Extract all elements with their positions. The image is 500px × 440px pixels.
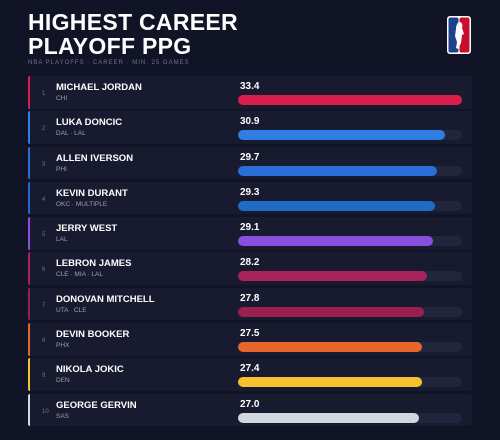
player-name: JERRY WEST: [56, 223, 118, 235]
team: CHI: [56, 95, 68, 102]
bar: [238, 377, 422, 388]
rank: 3: [42, 161, 46, 168]
row: 2 LUKA DONCIC DAL · LAL 30.9: [28, 111, 472, 144]
bar-track: [238, 306, 462, 317]
player-name: NIKOLA JOKIC: [56, 364, 124, 376]
value-label: 27.8: [240, 292, 260, 304]
team: UTA · CLE: [56, 306, 87, 314]
row: 4 KEVIN DURANT OKC · MULTIPLE 29.3: [28, 181, 472, 215]
bar: [238, 306, 425, 317]
player-name: LUKA DONCIC: [56, 117, 123, 129]
row: 5 JERRY WEST LAL 29.1: [28, 217, 472, 250]
value-label: 27.5: [240, 328, 260, 340]
bar: [238, 165, 438, 176]
bar-track: [238, 377, 462, 388]
team: CLE · MIA · LAL: [56, 271, 103, 279]
value-label: 30.9: [240, 116, 260, 128]
row: 3 ALLEN IVERSON PHI 29.7: [28, 146, 472, 180]
rank: 9: [42, 373, 46, 380]
bar: [238, 130, 446, 141]
bar-track: [238, 130, 462, 141]
bar-track: [238, 95, 462, 105]
row: 7 DONOVAN MITCHELL UTA · CLE 27.8: [28, 287, 472, 321]
bar-track: [238, 271, 462, 282]
team: SAS: [56, 412, 70, 420]
team: DEN: [56, 377, 70, 385]
player-name: DONOVAN MITCHELL: [56, 293, 155, 305]
team: PHX: [56, 342, 70, 350]
chart-title: HIGHEST CAREER PLAYOFF PPG: [28, 9, 238, 59]
rank: 5: [42, 232, 46, 239]
row: 1 MICHAEL JORDAN CHI 33.4: [28, 76, 472, 109]
row: 8 DEVIN BOOKER PHX 27.5: [28, 323, 472, 356]
rank: 8: [42, 338, 46, 345]
bar-track: [238, 412, 462, 423]
bar: [238, 95, 462, 105]
value-label: 28.2: [240, 257, 260, 269]
player-name: DEVIN BOOKER: [56, 329, 130, 341]
rank: 2: [42, 126, 46, 133]
value-label: 29.7: [240, 151, 260, 163]
value-label: 27.4: [240, 363, 260, 375]
value-label: 29.3: [240, 186, 260, 198]
bar-track: [238, 165, 462, 176]
row: 10 GEORGE GERVIN SAS 27.0: [28, 393, 472, 427]
bar: [238, 236, 434, 247]
player-name: MICHAEL JORDAN: [56, 82, 142, 93]
team: OKC · MULTIPLE: [56, 200, 108, 208]
rank: 7: [42, 302, 46, 309]
player-name: GEORGE GERVIN: [56, 399, 137, 411]
rank: 10: [42, 408, 49, 415]
rank: 4: [42, 196, 46, 203]
player-name: ALLEN IVERSON: [56, 152, 134, 164]
bar: [238, 412, 420, 423]
logo: [447, 16, 471, 54]
player-name: KEVIN DURANT: [56, 187, 128, 199]
rank: 6: [42, 267, 46, 274]
team: DAL · LAL: [56, 130, 86, 138]
bar-track: [238, 200, 462, 211]
chart-subtitle: NBA PLAYOFFS · CAREER · MIN. 25 GAMES: [28, 60, 190, 66]
value-label: 29.1: [240, 222, 260, 234]
rows: 1 MICHAEL JORDAN CHI 33.4 2 LUKA DONCIC DAL · …: [28, 76, 472, 429]
row: 9 NIKOLA JOKIC DEN 27.4: [28, 358, 472, 391]
rank: 1: [42, 91, 46, 97]
bar: [238, 342, 423, 353]
bar-track: [238, 342, 462, 353]
row: 6 LEBRON JAMES CLE · MIA · LAL 28.2: [28, 252, 472, 285]
bar: [238, 200, 435, 211]
bar: [238, 271, 428, 282]
value-label: 33.4: [240, 81, 260, 92]
team: PHI: [56, 165, 67, 173]
value-label: 27.0: [240, 398, 260, 410]
player-name: LEBRON JAMES: [56, 258, 132, 270]
team: LAL: [56, 236, 68, 244]
bar-track: [238, 236, 462, 247]
